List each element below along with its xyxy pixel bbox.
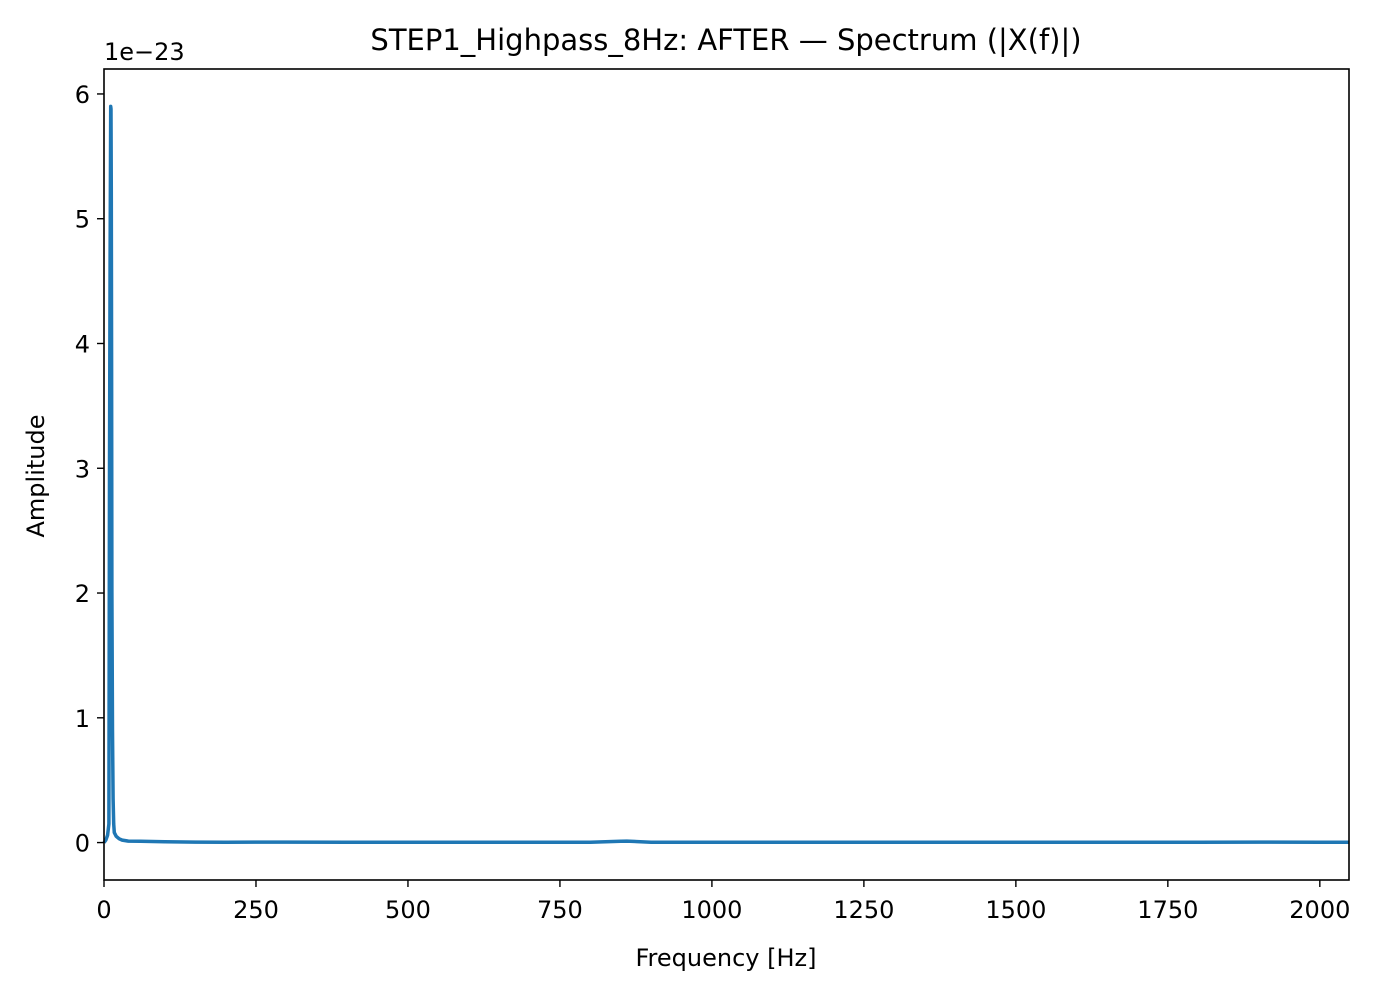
x-tick-label: 750 xyxy=(537,896,583,924)
y-tick-label: 3 xyxy=(75,455,90,483)
chart-title: STEP1_Highpass_8Hz: AFTER — Spectrum (|X… xyxy=(370,23,1081,57)
x-axis: 0 250 500 750 1000 1250 1500 1750 2000 xyxy=(96,880,1350,924)
y-axis: 0 1 2 3 4 5 6 xyxy=(75,81,104,858)
y-tick-label: 0 xyxy=(75,830,90,858)
x-tick-label: 0 xyxy=(96,896,111,924)
y-tick-label: 4 xyxy=(75,330,90,358)
x-tick-label: 250 xyxy=(233,896,279,924)
y-tick-label: 2 xyxy=(75,580,90,608)
x-tick-label: 1750 xyxy=(1137,896,1198,924)
y-axis-title: Amplitude xyxy=(22,415,50,538)
x-tick-label: 1500 xyxy=(985,896,1046,924)
y-tick-label: 5 xyxy=(75,206,90,234)
plot-area xyxy=(102,104,1350,845)
x-tick-label: 1250 xyxy=(833,896,894,924)
x-tick-label: 2000 xyxy=(1289,896,1350,924)
x-axis-title: Frequency [Hz] xyxy=(636,944,817,972)
x-tick-label: 500 xyxy=(385,896,431,924)
y-tick-label: 6 xyxy=(75,81,90,109)
y-offset-text: 1e−23 xyxy=(104,38,185,66)
axes-frame xyxy=(103,68,1350,881)
spectrum-series-line-0 xyxy=(102,104,1350,845)
y-tick-label: 1 xyxy=(75,705,90,733)
x-tick-label: 1000 xyxy=(681,896,742,924)
